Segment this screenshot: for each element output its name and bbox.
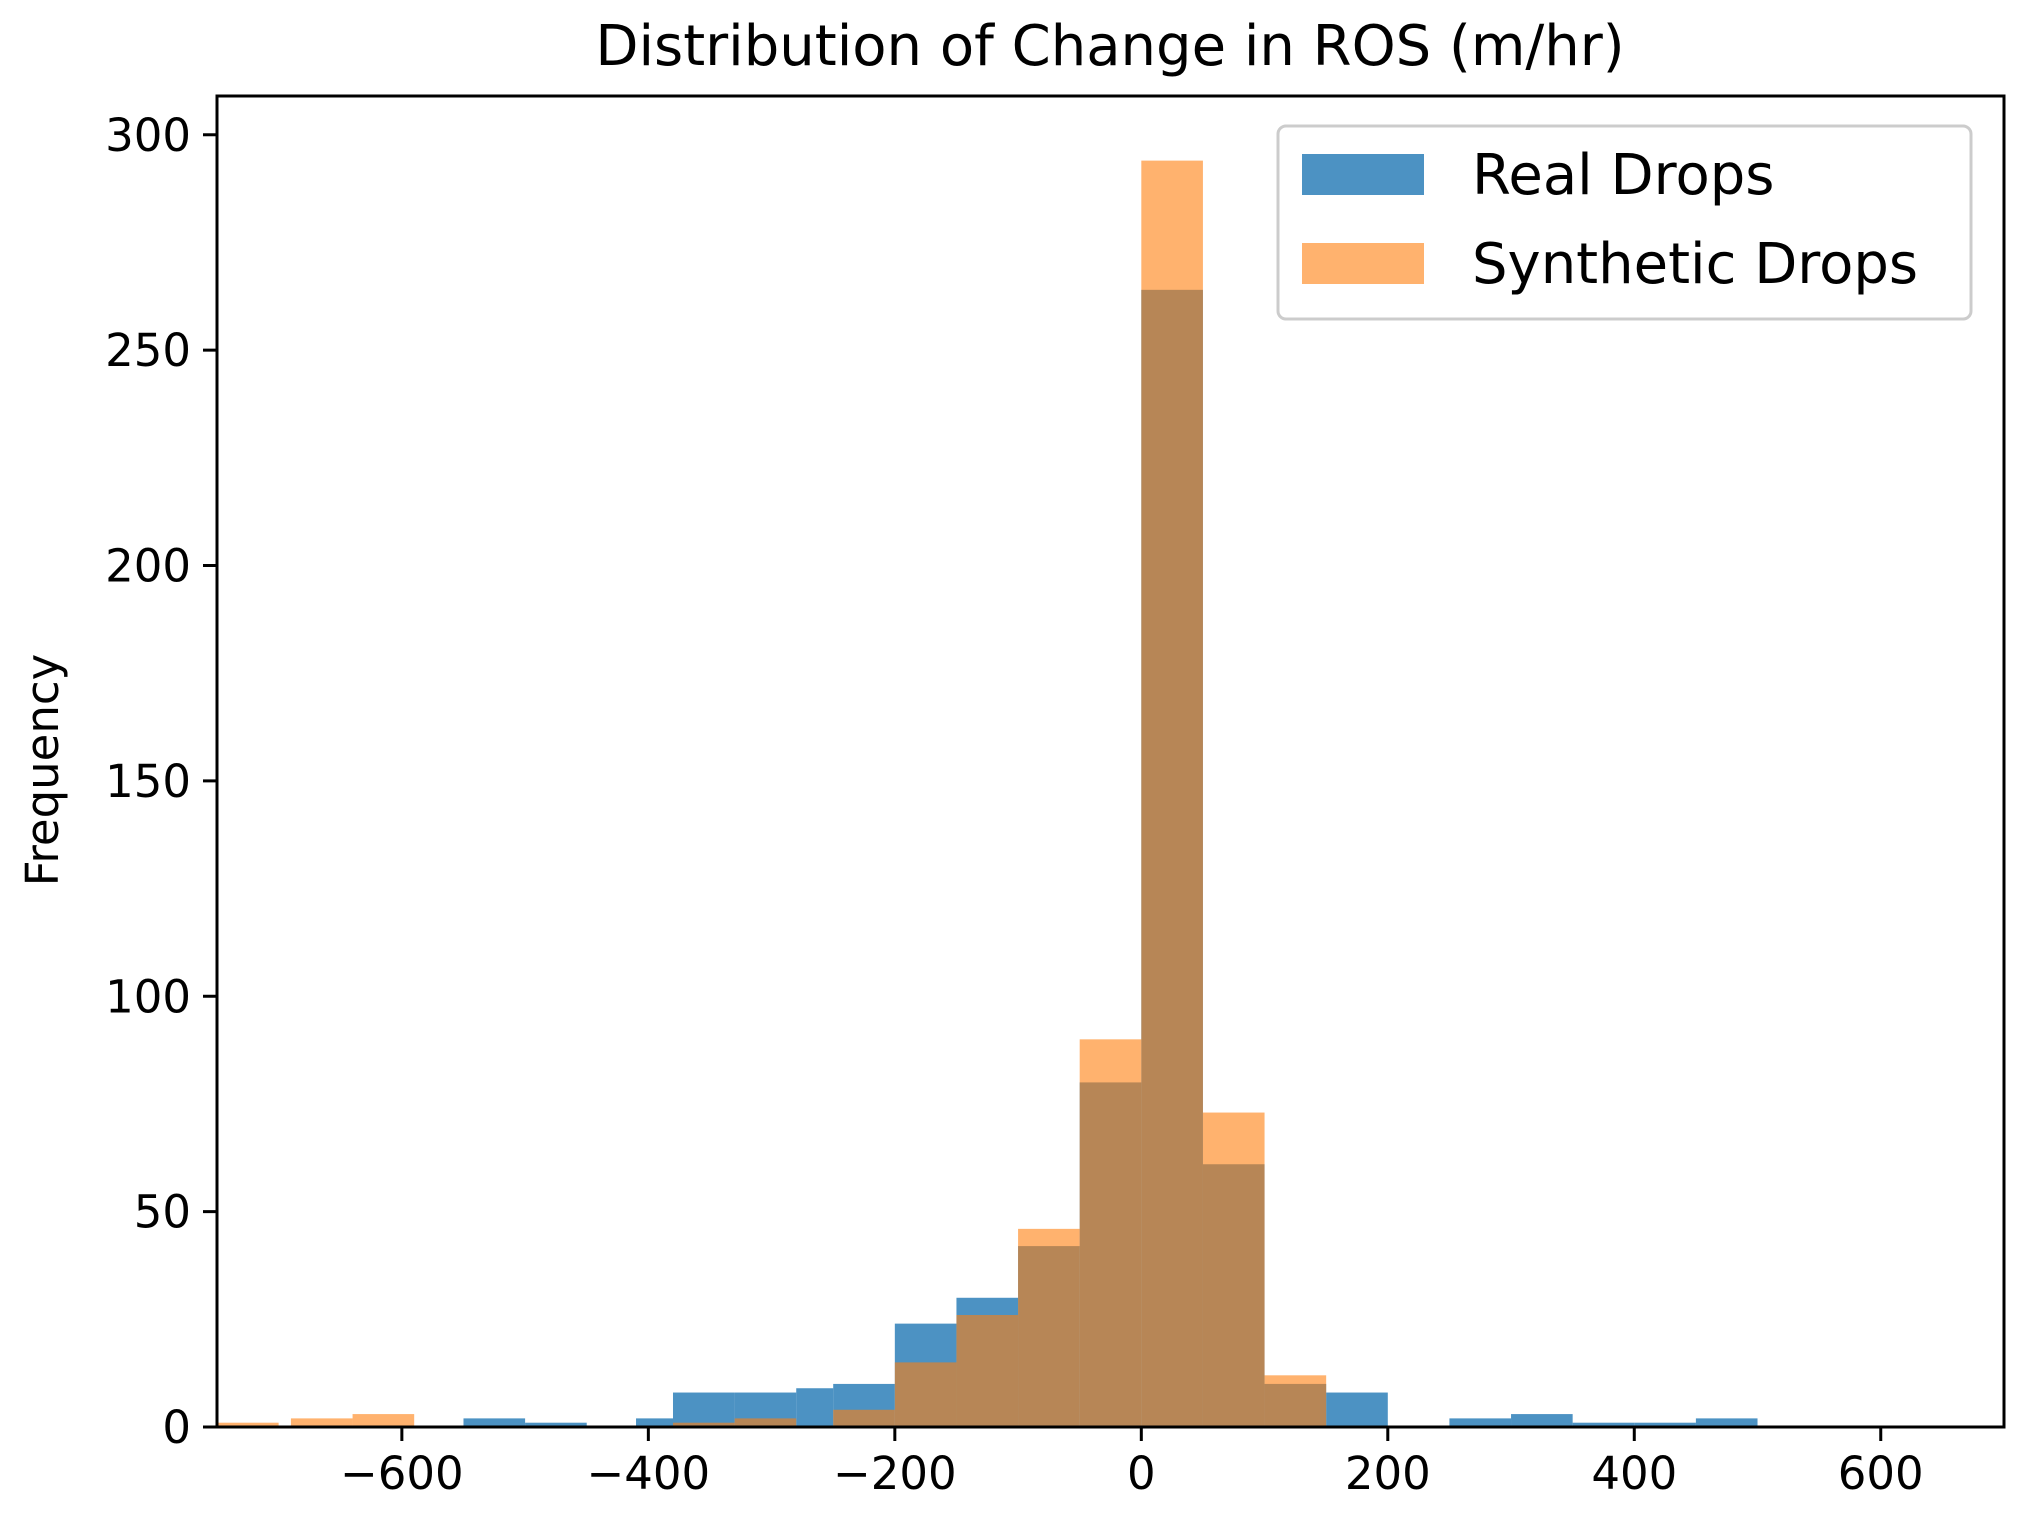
real-drops-bar bbox=[525, 1422, 587, 1427]
synthetic-drops-bar bbox=[894, 1362, 957, 1427]
x-tick-label: 0 bbox=[1127, 1447, 1156, 1500]
y-tick-label: 250 bbox=[105, 324, 191, 377]
synthetic-drops-bar bbox=[956, 1315, 1019, 1427]
synthetic-drops-bar bbox=[833, 1409, 895, 1427]
real-drops-bar bbox=[796, 1388, 834, 1427]
synthetic-drops-bar bbox=[1079, 1039, 1142, 1427]
synthetic-drops-bar bbox=[352, 1414, 415, 1427]
real-drops-bar bbox=[1326, 1392, 1388, 1427]
real-drops-bar bbox=[1695, 1418, 1758, 1427]
y-tick-label: 50 bbox=[134, 1186, 191, 1239]
real-drops-bar bbox=[463, 1418, 526, 1427]
real-drops-bar bbox=[1572, 1422, 1635, 1427]
y-tick-label: 0 bbox=[162, 1401, 191, 1454]
synthetic-drops-bar bbox=[1202, 1112, 1265, 1427]
synthetic-drops-bar bbox=[290, 1418, 353, 1427]
legend-swatch-synthetic-drops bbox=[1302, 243, 1424, 284]
legend-label-synthetic-drops: Synthetic Drops bbox=[1472, 232, 1918, 297]
legend-swatch-real-drops bbox=[1302, 154, 1424, 195]
synthetic-drops-bar bbox=[1264, 1375, 1327, 1427]
legend: Real Drops Synthetic Drops bbox=[1276, 124, 1973, 321]
y-tick-label: 200 bbox=[105, 540, 191, 593]
y-axis-ticks: 0 50 100 150 200 250 300 bbox=[105, 109, 217, 1454]
y-tick-label: 100 bbox=[105, 970, 191, 1023]
x-tick-label: −600 bbox=[340, 1447, 464, 1500]
x-tick-label: −400 bbox=[587, 1447, 711, 1500]
x-tick-label: 200 bbox=[1345, 1447, 1431, 1500]
legend-label-real-drops: Real Drops bbox=[1472, 143, 1774, 208]
real-drops-bar bbox=[636, 1418, 673, 1427]
real-drops-bar bbox=[672, 1392, 735, 1427]
real-drops-bar bbox=[1449, 1418, 1512, 1427]
x-tick-label: −200 bbox=[833, 1447, 957, 1500]
plot-area bbox=[217, 160, 1758, 1427]
y-tick-label: 150 bbox=[105, 755, 191, 808]
synthetic-drops-bar bbox=[672, 1422, 735, 1427]
synthetic-drops-bar bbox=[1141, 160, 1203, 1427]
synthetic-drops-bars bbox=[217, 160, 1327, 1427]
x-axis-ticks: −600 −400 −200 0 200 400 600 bbox=[340, 1427, 1924, 1500]
synthetic-drops-bar bbox=[1018, 1228, 1080, 1427]
plot-frame bbox=[215, 94, 2006, 1429]
real-drops-bar bbox=[1511, 1414, 1573, 1427]
legend-frame bbox=[1276, 124, 1973, 321]
x-tick-label: 400 bbox=[1591, 1447, 1677, 1500]
y-axis-label: Frequency bbox=[16, 654, 69, 886]
x-tick-label: 600 bbox=[1838, 1447, 1924, 1500]
chart-title: Distribution of Change in ROS (m/hr) bbox=[595, 14, 1624, 79]
synthetic-drops-bar bbox=[217, 1422, 279, 1427]
real-drops-bar bbox=[1634, 1422, 1696, 1427]
y-tick-label: 300 bbox=[105, 109, 191, 162]
synthetic-drops-bar bbox=[734, 1418, 797, 1427]
